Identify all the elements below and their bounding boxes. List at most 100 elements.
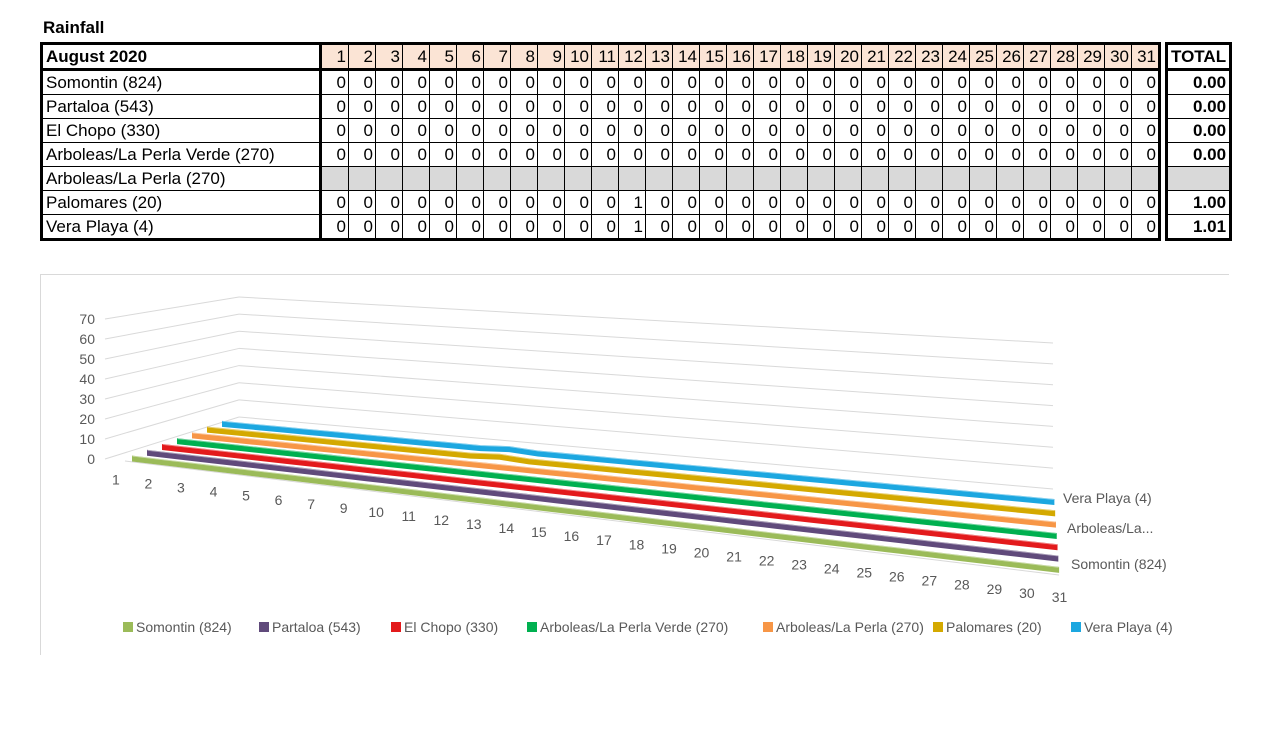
rain-value-cell: 0 (915, 214, 943, 240)
gridline (238, 330, 1054, 386)
empty-cell (591, 166, 619, 191)
rain-value-cell: 0 (618, 69, 646, 95)
table-row: Arboleas/La Perla Verde (270) 0 0 0 0 0 0 0 0 0 0 0… (41, 142, 1160, 167)
empty-cell (375, 166, 403, 191)
rain-value-cell: 0 (726, 118, 754, 143)
rain-value-cell: 0 (834, 142, 862, 167)
rain-value-cell: 0 (483, 190, 511, 215)
rain-value-cell: 0 (348, 94, 376, 119)
rain-value-cell: 0 (780, 190, 808, 215)
empty-cell (618, 166, 646, 191)
rain-value-cell: 0 (645, 214, 673, 240)
rain-value-cell: 0 (1077, 94, 1105, 119)
rain-value-cell: 0 (510, 69, 538, 95)
gridline (238, 416, 1054, 490)
rain-value-cell: 0 (807, 118, 835, 143)
rain-value-cell: 0 (591, 94, 619, 119)
legend-label: Partaloa (543) (272, 619, 361, 635)
total-value: 0.00 (1165, 118, 1232, 143)
x-tick-label: 3 (177, 480, 185, 496)
x-tick-label: 13 (466, 516, 482, 532)
empty-cell (726, 166, 754, 191)
gridline (238, 347, 1054, 407)
rain-value-cell: 0 (375, 94, 403, 119)
rain-value-cell: 0 (807, 69, 835, 95)
rain-value-cell: 0 (1023, 142, 1051, 167)
day-header: 22 (888, 43, 916, 71)
rain-value-cell: 0 (618, 142, 646, 167)
legend-swatch (763, 622, 773, 632)
rain-value-cell: 0 (320, 94, 349, 119)
x-tick-label: 31 (1052, 589, 1068, 605)
x-tick-label: 4 (210, 484, 218, 500)
total-row: 0.00 (1165, 69, 1232, 95)
rain-value-cell: 0 (402, 142, 430, 167)
rain-value-cell: 0 (564, 94, 592, 119)
day-header: 28 (1050, 43, 1078, 71)
rain-value-cell: 0 (969, 214, 997, 240)
total-row (1165, 166, 1232, 191)
rain-value-cell: 0 (834, 118, 862, 143)
gridline (238, 365, 1054, 427)
rain-value-cell: 0 (510, 214, 538, 240)
rain-value-cell: 0 (618, 94, 646, 119)
day-header: 4 (402, 43, 430, 71)
rain-value-cell: 0 (888, 69, 916, 95)
rain-value-cell: 0 (780, 94, 808, 119)
rain-value-cell: 0 (1023, 94, 1051, 119)
rain-value-cell: 0 (320, 142, 349, 167)
x-tick-label: 19 (661, 540, 677, 556)
x-tick-label: 22 (759, 552, 775, 568)
rain-value-cell: 0 (915, 69, 943, 95)
side-gridline (104, 330, 240, 360)
side-gridline (104, 313, 240, 340)
total-value (1165, 166, 1232, 191)
day-header: 18 (780, 43, 808, 71)
rain-value-cell: 0 (375, 142, 403, 167)
rain-value-cell: 0 (348, 69, 376, 95)
rain-value-cell: 0 (969, 190, 997, 215)
rain-value-cell: 0 (996, 69, 1024, 95)
rain-value-cell: 0 (699, 190, 727, 215)
x-tick-label: 5 (242, 488, 250, 504)
total-value: 1.00 (1165, 190, 1232, 215)
rain-value-cell: 0 (402, 214, 430, 240)
rain-value-cell: 0 (537, 94, 565, 119)
rain-value-cell: 0 (726, 94, 754, 119)
x-tick-label: 1 (112, 472, 120, 488)
rain-value-cell: 0 (402, 94, 430, 119)
x-tick-label: 15 (531, 524, 547, 540)
side-gridline (104, 296, 240, 320)
rain-value-cell: 0 (807, 214, 835, 240)
rain-value-cell: 0 (969, 94, 997, 119)
rain-value-cell: 0 (645, 118, 673, 143)
rain-value-cell: 0 (1023, 118, 1051, 143)
x-tick-label: 23 (791, 557, 807, 573)
rain-value-cell: 0 (375, 214, 403, 240)
day-header: 19 (807, 43, 835, 71)
rain-value-cell: 0 (483, 69, 511, 95)
empty-cell (672, 166, 700, 191)
empty-cell (996, 166, 1024, 191)
empty-cell (807, 166, 835, 191)
empty-cell (969, 166, 997, 191)
rain-value-cell: 0 (1050, 142, 1078, 167)
legend-swatch (123, 622, 133, 632)
rain-value-cell: 0 (861, 214, 889, 240)
rain-value-cell: 0 (807, 94, 835, 119)
x-tick-label: 16 (564, 528, 580, 544)
rain-value-cell: 0 (429, 118, 457, 143)
rain-value-cell: 0 (1131, 214, 1160, 240)
rain-value-cell: 0 (1104, 142, 1132, 167)
side-gridline (104, 382, 240, 420)
rain-value-cell: 0 (780, 214, 808, 240)
rain-value-cell: 0 (996, 214, 1024, 240)
rain-value-cell: 0 (320, 118, 349, 143)
depth-axis-label: Arboleas/La... (1067, 520, 1153, 536)
rain-value-cell: 0 (834, 69, 862, 95)
day-header: 25 (969, 43, 997, 71)
rain-value-cell: 0 (537, 118, 565, 143)
empty-cell (753, 166, 781, 191)
rain-value-cell: 0 (753, 214, 781, 240)
rain-value-cell: 0 (1131, 142, 1160, 167)
